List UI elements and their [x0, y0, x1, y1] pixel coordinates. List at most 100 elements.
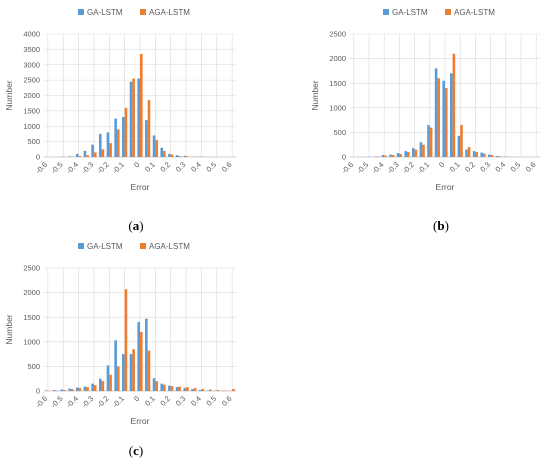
caption-letter: a — [133, 218, 140, 233]
bar-aga-lstm — [155, 140, 158, 157]
x-tick-label: 0.6 — [220, 394, 234, 408]
legend-swatch-aga-lstm — [445, 9, 451, 15]
bar-aga-lstm — [163, 384, 166, 391]
bar-ga-lstm — [442, 80, 445, 157]
bar-aga-lstm — [445, 88, 448, 157]
bar-ga-lstm — [168, 385, 171, 391]
bar-ga-lstm — [152, 135, 156, 157]
legend-label-ga-lstm: GA-LSTM — [392, 8, 428, 17]
y-tick-label: 500 — [333, 128, 346, 137]
x-tick-label: -0.4 — [64, 394, 80, 410]
y-tick-label: 2000 — [23, 91, 40, 100]
bar-aga-lstm — [78, 156, 82, 157]
bar-aga-lstm — [140, 53, 143, 157]
bar-aga-lstm — [467, 147, 471, 157]
x-tick-label: 0.1 — [143, 160, 157, 174]
bar-ga-lstm — [168, 153, 171, 157]
chart-panel-c: 0 500 1000 1500 2000 2500 -0.6 -0.5 -0.4 -0.3 -0.2… — [4, 242, 236, 458]
x-tick-label: 0.1 — [143, 394, 157, 408]
bar-aga-lstm — [399, 154, 402, 157]
x-tick-label: -0.1 — [111, 394, 127, 410]
bar-ga-lstm — [129, 354, 133, 391]
bar-aga-lstm — [86, 155, 89, 157]
x-tick-label: 0.3 — [478, 160, 492, 174]
bar-ga-lstm — [198, 390, 202, 391]
x-tick-label: -0.6 — [340, 160, 356, 176]
y-tick-label: 1500 — [23, 313, 40, 322]
x-tick-label: -0.4 — [64, 160, 80, 176]
caption-paren-open: ( — [433, 218, 437, 233]
bar-aga-lstm — [186, 387, 189, 391]
bar-ga-lstm — [450, 73, 453, 157]
bar-aga-lstm — [391, 155, 395, 157]
bar-aga-lstm — [109, 374, 112, 391]
bar-ga-lstm — [91, 144, 94, 157]
x-tick-label: 0.6 — [220, 160, 234, 174]
bar-ga-lstm — [122, 117, 125, 157]
bar-ga-lstm — [175, 387, 179, 391]
y-tick-label: 1500 — [329, 79, 346, 88]
bar-aga-lstm — [186, 156, 189, 157]
y-axis-title: Number — [4, 80, 14, 110]
bar-ga-lstm — [457, 135, 461, 157]
y-tick-label: 1000 — [23, 122, 40, 131]
bar-aga-lstm — [407, 152, 410, 157]
bar-aga-lstm — [475, 152, 478, 157]
x-tick-label: -0.2 — [95, 394, 111, 410]
legend: GA-LSTM AGA-LSTM — [383, 8, 495, 17]
x-tick-label: -0.5 — [49, 160, 65, 176]
bar-aga-lstm — [170, 386, 174, 391]
panel-caption: (b) — [433, 218, 449, 233]
bar-aga-lstm — [209, 389, 212, 391]
bar-ga-lstm — [52, 390, 56, 391]
bar-ga-lstm — [68, 156, 71, 157]
legend-swatch-ga-lstm — [78, 9, 84, 15]
x-tick-label: 0.6 — [524, 160, 538, 174]
legend: GA-LSTM AGA-LSTM — [78, 242, 190, 251]
bar-ga-lstm — [160, 383, 164, 391]
x-tick-label: -0.6 — [34, 394, 50, 410]
legend-label-ga-lstm: GA-LSTM — [87, 8, 123, 17]
y-tick-label: 2500 — [329, 30, 346, 39]
x-tick-label: -0.2 — [401, 160, 417, 176]
x-tick-label: 0.2 — [158, 160, 172, 174]
y-tick-label: 2500 — [23, 264, 40, 273]
bar-ga-lstm — [472, 151, 476, 157]
bar-aga-lstm — [178, 156, 182, 157]
x-tick-label: 0.4 — [189, 160, 203, 174]
bar-aga-lstm — [429, 127, 433, 157]
legend-swatch-ga-lstm — [383, 9, 389, 15]
bar-ga-lstm — [419, 142, 423, 157]
bar-aga-lstm — [460, 125, 463, 157]
bar-ga-lstm — [396, 153, 400, 157]
legend-swatch-aga-lstm — [140, 9, 146, 15]
bar-ga-lstm — [191, 389, 194, 391]
bar-ga-lstm — [145, 120, 148, 157]
x-tick-label: 0 — [132, 394, 141, 403]
panel-caption: (a) — [128, 218, 143, 233]
y-tick-label: 1000 — [23, 337, 40, 346]
x-tick-label: 0.1 — [448, 160, 462, 174]
x-tick-label: 0.3 — [174, 394, 188, 408]
x-tick-label: -0.3 — [385, 160, 401, 176]
chart-panel-b: 0 500 1000 1500 2000 2500 -0.6 -0.5 -0.4 -0.3 -0.2… — [310, 8, 540, 233]
bar-aga-lstm — [155, 381, 158, 391]
x-axis-title: Error — [131, 416, 150, 426]
bar-aga-lstm — [101, 149, 105, 157]
x-tick-label: -0.5 — [49, 394, 65, 410]
bar-ga-lstm — [389, 154, 392, 157]
bar-aga-lstm — [63, 390, 66, 391]
legend-swatch-aga-lstm — [140, 243, 146, 249]
bar-aga-lstm — [384, 155, 387, 157]
bar-aga-lstm — [232, 389, 235, 391]
bar-ga-lstm — [412, 148, 415, 157]
bar-ga-lstm — [122, 354, 125, 391]
y-tick-label: 4000 — [23, 30, 40, 39]
bar-aga-lstm — [93, 385, 97, 391]
bar-ga-lstm — [60, 389, 64, 391]
x-tick-label: -0.1 — [111, 160, 127, 176]
bar-aga-lstm — [490, 155, 494, 157]
legend-swatch-ga-lstm — [78, 243, 84, 249]
bar-aga-lstm — [78, 388, 82, 391]
